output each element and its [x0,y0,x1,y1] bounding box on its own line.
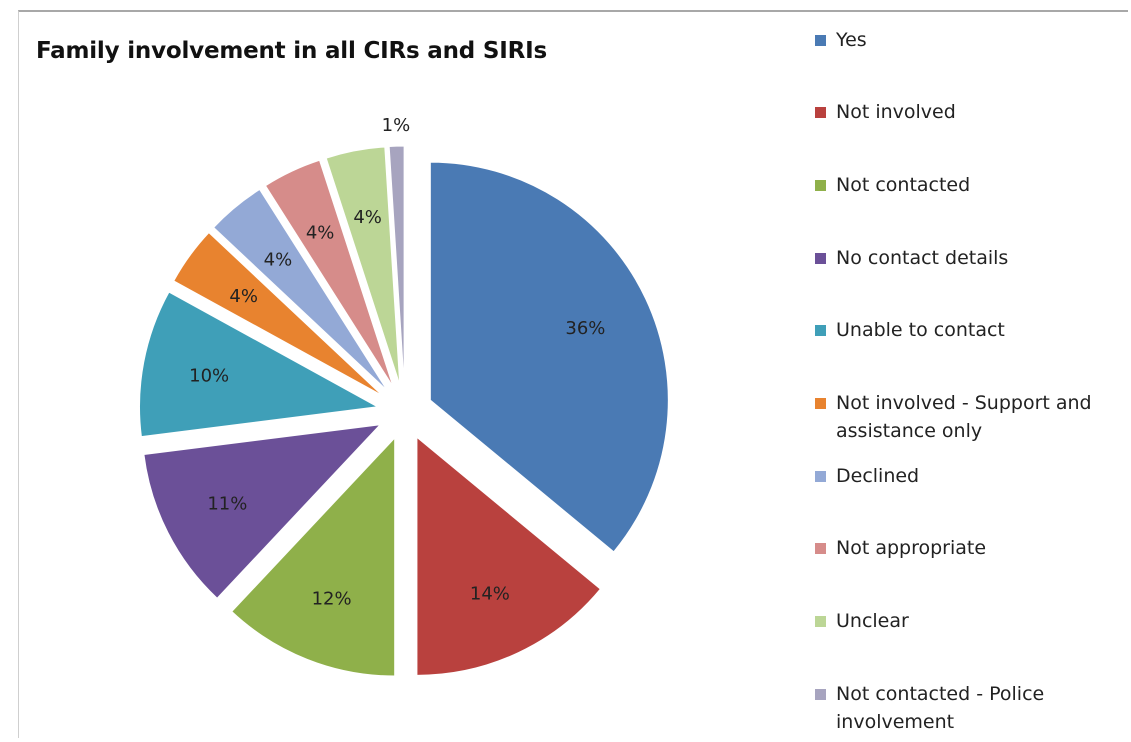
pie-slice-7 [264,159,394,387]
pie-slice-1 [416,436,602,676]
legend-item-4: Unable to contact [815,316,1115,344]
legend-swatch-4 [815,325,826,336]
legend-swatch-3 [815,253,826,264]
legend-label-8: Unclear [836,610,909,632]
data-label-1: 14% [470,583,510,604]
data-label-3: 11% [207,494,247,515]
pie-slice-9 [388,145,405,385]
legend-label-9: Not contacted - Police involvement [836,683,1045,733]
legend-item-6: Declined [815,462,1115,490]
legend-label-7: Not appropriate [836,537,987,559]
legend-item-9: Not contacted - Police involvement [815,680,1115,736]
legend-swatch-1 [815,107,826,118]
legend-swatch-0 [815,35,826,46]
pie-slice-2 [231,436,396,677]
legend-item-0: Yes [815,26,1115,54]
legend-item-8: Unclear [815,607,1115,635]
data-label-8: 4% [353,207,382,228]
legend-item-7: Not appropriate [815,534,1115,562]
legend-label-6: Declined [836,465,920,487]
data-label-6: 4% [264,249,293,270]
legend-label-5: Not involved - Support and assistance on… [836,392,1092,442]
legend-swatch-9 [815,689,826,700]
legend-swatch-5 [815,398,826,409]
legend-item-2: Not contacted [815,171,1115,199]
legend-swatch-2 [815,180,826,191]
data-label-7: 4% [306,223,335,244]
chart-frame [18,10,1128,738]
data-label-5: 4% [229,286,258,307]
data-label-4: 10% [189,366,229,387]
legend-swatch-6 [815,471,826,482]
legend-swatch-8 [815,616,826,627]
legend-swatch-7 [815,543,826,554]
data-label-0: 36% [565,318,605,339]
pie-slice-8 [325,146,401,385]
chart-title: Family involvement in all CIRs and SIRIs [36,38,547,64]
legend-label-3: No contact details [836,247,1009,269]
legend-item-1: Not involved [815,98,1115,126]
pie-slice-0 [429,161,669,553]
legend-item-5: Not involved - Support and assistance on… [815,389,1115,445]
legend-label-4: Unable to contact [836,319,1005,341]
pie-slice-3 [143,424,382,599]
pie-slice-5 [173,231,383,396]
legend-item-3: No contact details [815,244,1115,272]
data-label-9: 1% [382,115,411,136]
legend-label-1: Not involved [836,101,956,123]
pie-slice-6 [212,188,388,391]
legend-label-0: Yes [836,29,867,51]
data-label-2: 12% [312,588,352,609]
pie-slice-4 [139,291,380,438]
legend-label-2: Not contacted [836,174,971,196]
